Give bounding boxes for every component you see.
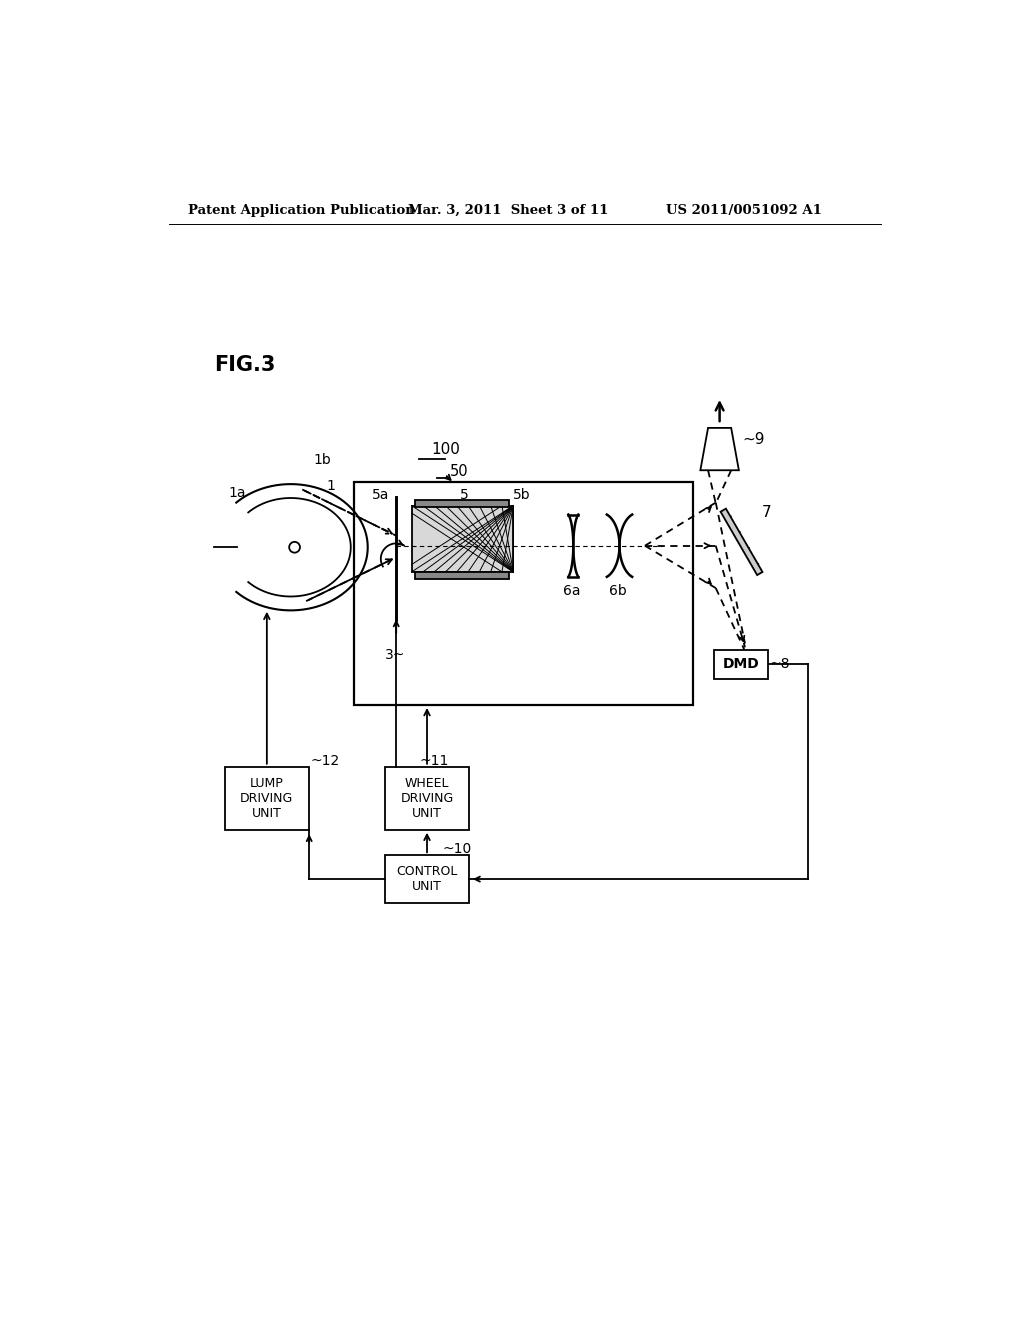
Text: 1a: 1a [228, 486, 246, 500]
Text: 1b: 1b [313, 453, 332, 467]
Text: DMD: DMD [723, 657, 760, 672]
Text: 50: 50 [451, 463, 469, 479]
Text: 5a: 5a [372, 488, 389, 502]
Text: 6a: 6a [563, 585, 581, 598]
Bar [385, 767, 469, 830]
Text: ~12: ~12 [310, 754, 340, 767]
Text: Patent Application Publication: Patent Application Publication [188, 205, 415, 218]
Text: CONTROL
UNIT: CONTROL UNIT [396, 865, 458, 894]
Bar [416, 500, 509, 507]
Bar [412, 506, 513, 572]
Text: US 2011/0051092 A1: US 2011/0051092 A1 [666, 205, 821, 218]
Bar [416, 572, 509, 579]
Text: FIG.3: FIG.3 [214, 355, 275, 375]
Text: ~8: ~8 [770, 657, 791, 672]
Text: WHEEL
DRIVING
UNIT: WHEEL DRIVING UNIT [400, 776, 454, 820]
Bar [385, 855, 469, 903]
Text: LUMP
DRIVING
UNIT: LUMP DRIVING UNIT [241, 776, 294, 820]
Bar [224, 767, 309, 830]
Text: 1: 1 [327, 479, 336, 492]
Polygon shape [700, 428, 739, 470]
Text: ~11: ~11 [419, 754, 449, 767]
Text: 3~: 3~ [385, 648, 406, 663]
Polygon shape [721, 508, 763, 576]
Text: 7: 7 [762, 506, 772, 520]
Text: ~9: ~9 [742, 432, 765, 447]
Bar [714, 649, 768, 678]
Text: ~10: ~10 [442, 842, 472, 857]
Text: 6b: 6b [609, 585, 628, 598]
Text: 5b: 5b [513, 488, 530, 502]
Text: Mar. 3, 2011  Sheet 3 of 11: Mar. 3, 2011 Sheet 3 of 11 [408, 205, 608, 218]
Text: 100: 100 [431, 442, 460, 457]
Text: 5: 5 [460, 488, 469, 502]
Circle shape [289, 541, 300, 553]
Bar [354, 482, 692, 705]
